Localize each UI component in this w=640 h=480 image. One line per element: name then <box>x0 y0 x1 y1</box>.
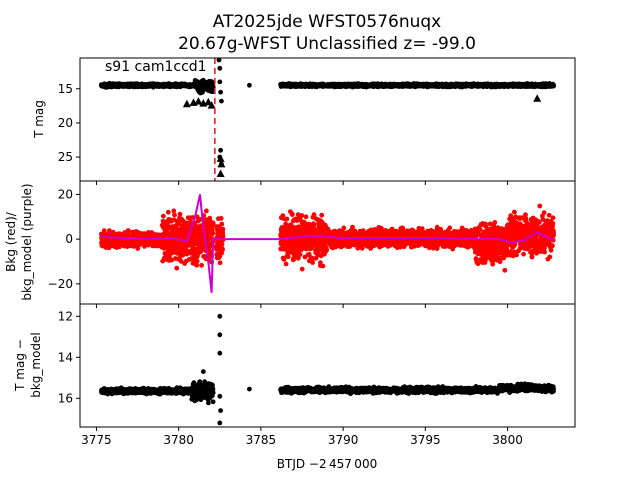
upper-limit-marker <box>216 169 225 177</box>
background-point <box>299 213 305 218</box>
background-point <box>219 221 225 227</box>
figure-title-line2: 20.67g-WFST Unclassified z= -99.0 <box>178 34 476 54</box>
background-point <box>219 241 225 247</box>
tmag-marks <box>99 57 556 181</box>
outlier-point <box>219 98 224 104</box>
background-marks <box>99 194 556 293</box>
y-tick-label: 15 <box>58 82 73 96</box>
outlier-point <box>217 65 223 71</box>
background-point <box>297 252 303 257</box>
background-point <box>289 212 295 218</box>
y-tick-label: 25 <box>58 150 73 164</box>
background-point <box>174 265 180 271</box>
tmag-axes: 15 20 25 <box>58 57 576 185</box>
background-point <box>194 258 200 264</box>
sector-camera-annotation: s91 cam1ccd1 <box>105 59 207 75</box>
outlier-point <box>217 79 223 85</box>
outlier-point <box>247 82 252 88</box>
background-point <box>204 208 209 214</box>
background-point <box>165 209 171 215</box>
tmag-panel: 15 20 25 s91 cam1ccd1 <box>58 57 576 185</box>
background-point <box>172 212 177 218</box>
panel-frame <box>79 57 576 182</box>
background-point <box>283 261 289 267</box>
background-point <box>218 216 224 221</box>
background-point <box>217 260 223 266</box>
background-point <box>284 216 290 222</box>
outlier-point <box>218 147 224 153</box>
figure-title-line1: AT2025jde WFST0576nuqx <box>213 12 441 32</box>
upper-limit-marker <box>533 94 542 102</box>
data-point <box>551 82 556 88</box>
background-point <box>320 263 326 269</box>
background-point <box>199 262 205 268</box>
outlier-point <box>218 89 224 95</box>
y-tick-label: 20 <box>58 116 73 130</box>
background-point <box>311 222 317 228</box>
background-point <box>171 208 177 214</box>
background-point <box>125 228 131 233</box>
background-point <box>220 226 226 232</box>
background-point <box>341 225 347 231</box>
upper-limit-marker <box>182 99 191 108</box>
background-point <box>324 247 330 253</box>
background-point <box>177 211 183 217</box>
background-point <box>299 266 305 272</box>
background-point <box>311 212 317 218</box>
background-point <box>210 230 216 236</box>
background-point <box>220 247 225 253</box>
background-point <box>303 214 309 220</box>
background-point <box>319 212 325 218</box>
background-point <box>161 213 166 219</box>
